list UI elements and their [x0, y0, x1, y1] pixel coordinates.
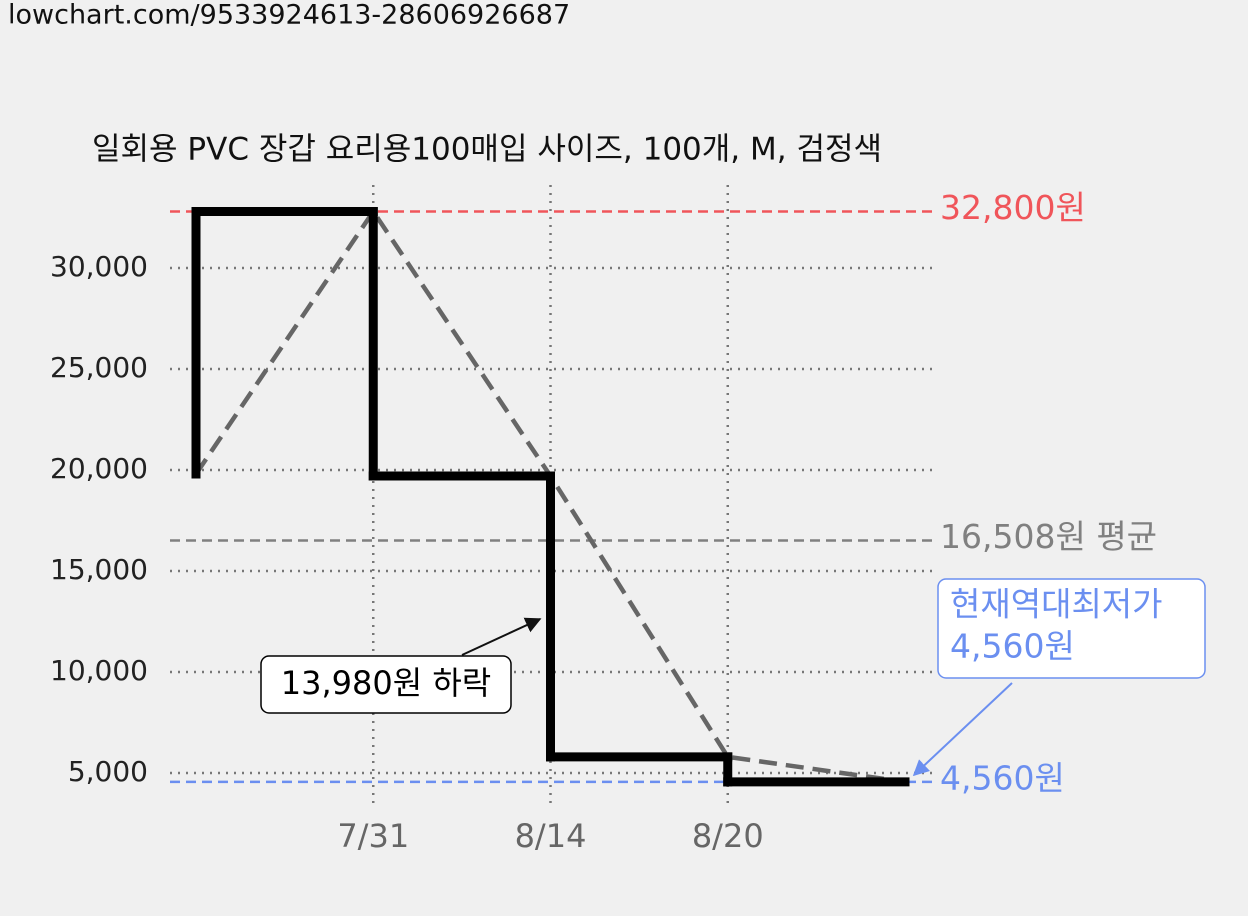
y-tick-label: 25,000: [50, 351, 148, 384]
url: lowchart.com/9533924613-28606926687: [8, 0, 570, 31]
annotation-arrow: [912, 682, 1013, 777]
annotation-box: [937, 578, 1206, 679]
reference-label: 16,508원 평균: [940, 517, 1157, 556]
annotation-arrow: [461, 617, 542, 656]
y-tick-label: 30,000: [50, 250, 148, 283]
x-tick-label: 8/20: [692, 817, 764, 855]
annotation-text: 13,980원 하락: [281, 664, 491, 702]
annotation-box: [260, 655, 512, 714]
x-tick-label: 7/31: [337, 817, 409, 855]
y-tick-label: 10,000: [50, 654, 148, 687]
annotation-text: 현재역대최저가: [950, 585, 1163, 624]
reference-label: 4,560원: [940, 758, 1065, 797]
chart-title: 일회용 PVC 장갑 요리용100매입 사이즈, 100개, M, 검정색: [92, 132, 882, 168]
reference-label: 32,800원: [940, 188, 1086, 227]
y-tick-label: 20,000: [50, 452, 148, 485]
y-tick-label: 5,000: [68, 755, 148, 788]
x-tick-label: 8/14: [515, 817, 587, 855]
annotation-text: 4,560원: [950, 627, 1075, 666]
y-tick-label: 15,000: [50, 553, 148, 586]
